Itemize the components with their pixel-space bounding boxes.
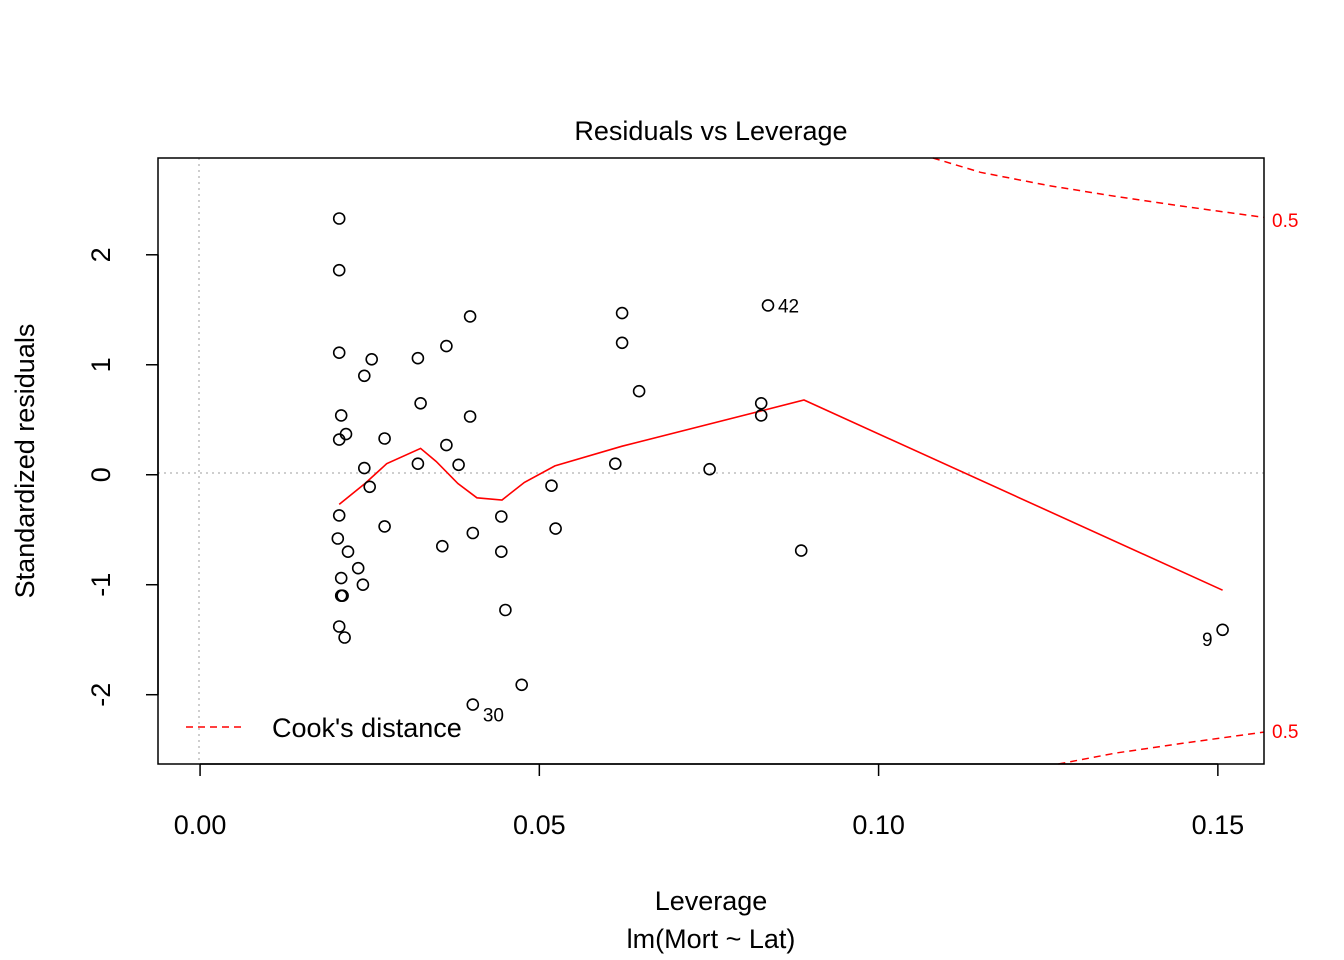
data-point bbox=[754, 396, 768, 410]
data-point bbox=[761, 299, 775, 312]
data-point bbox=[515, 678, 529, 692]
x-axis-label: Leverage bbox=[655, 886, 768, 916]
point-label: 9 bbox=[1202, 630, 1213, 651]
data-point bbox=[1216, 623, 1229, 637]
legend-cooks-distance-label: Cook's distance bbox=[272, 713, 462, 743]
data-point bbox=[351, 561, 365, 575]
x-tick-label: 0.10 bbox=[852, 810, 905, 840]
legend: Cook's distance bbox=[186, 713, 462, 743]
point-label: 30 bbox=[483, 706, 504, 727]
data-point bbox=[615, 306, 629, 320]
smooth-line bbox=[338, 399, 1223, 591]
data-point bbox=[332, 346, 346, 360]
data-point bbox=[435, 539, 449, 553]
data-point bbox=[463, 310, 477, 323]
data-point bbox=[466, 526, 480, 540]
smooth-line-group bbox=[338, 399, 1223, 591]
data-point bbox=[463, 410, 477, 423]
data-point bbox=[334, 571, 348, 585]
model-subtitle: lm(Mort ~ Lat) bbox=[627, 924, 796, 954]
data-point bbox=[466, 698, 480, 711]
data-point bbox=[499, 603, 512, 617]
y-tick-label: 1 bbox=[86, 357, 116, 372]
data-point bbox=[452, 458, 465, 472]
y-axis-label: Standardized residuals bbox=[10, 324, 40, 599]
data-point bbox=[356, 578, 370, 592]
cooks-lower-level-label: 0.5 bbox=[1272, 722, 1298, 743]
data-point bbox=[632, 384, 646, 398]
data-point bbox=[332, 620, 346, 633]
data-point bbox=[331, 532, 345, 545]
data-point bbox=[494, 510, 508, 523]
data-point bbox=[754, 409, 768, 422]
data-point bbox=[334, 409, 348, 422]
data-point bbox=[332, 263, 346, 277]
data-point bbox=[332, 509, 346, 522]
cooks-upper-level-label: 0.5 bbox=[1272, 211, 1298, 232]
data-point bbox=[545, 479, 558, 493]
cooks-distance-contours bbox=[932, 157, 1265, 765]
y-tick-label: -2 bbox=[86, 683, 116, 707]
data-point bbox=[615, 336, 629, 350]
data-point bbox=[357, 369, 371, 383]
data-point bbox=[336, 589, 349, 603]
data-point bbox=[703, 462, 716, 476]
data-point bbox=[341, 545, 355, 559]
y-tick-label: 0 bbox=[86, 467, 116, 482]
y-axis: -2 -1 0 1 2 bbox=[86, 247, 159, 707]
data-point bbox=[414, 396, 427, 410]
data-point bbox=[378, 520, 391, 533]
x-tick-label: 0.15 bbox=[1192, 810, 1245, 840]
data-point bbox=[608, 457, 622, 471]
plot-frame bbox=[157, 157, 1265, 765]
data-point bbox=[494, 545, 508, 559]
x-tick-label: 0.05 bbox=[513, 810, 566, 840]
chart-title: Residuals vs Leverage bbox=[574, 116, 847, 146]
data-point bbox=[440, 438, 453, 452]
data-point bbox=[363, 480, 377, 494]
data-point bbox=[794, 544, 808, 557]
point-labels-group: 30 42 9 bbox=[483, 296, 1213, 726]
data-point bbox=[411, 457, 425, 471]
x-axis: 0.00 0.05 0.10 0.15 bbox=[174, 763, 1245, 840]
data-point bbox=[339, 427, 353, 441]
data-point bbox=[365, 352, 379, 366]
cooks-distance-upper-line bbox=[932, 157, 1265, 219]
y-tick-label: 2 bbox=[86, 247, 116, 262]
point-label: 42 bbox=[778, 296, 799, 317]
data-point bbox=[411, 351, 425, 365]
points-group bbox=[331, 212, 1229, 711]
data-point bbox=[332, 212, 346, 225]
data-point bbox=[440, 339, 453, 353]
y-tick-label: -1 bbox=[86, 573, 116, 597]
data-point bbox=[378, 432, 391, 445]
x-tick-label: 0.00 bbox=[174, 810, 227, 840]
data-point bbox=[357, 461, 371, 475]
cooks-distance-lower-line bbox=[1058, 731, 1265, 765]
data-point bbox=[338, 631, 351, 644]
data-point bbox=[549, 522, 562, 535]
